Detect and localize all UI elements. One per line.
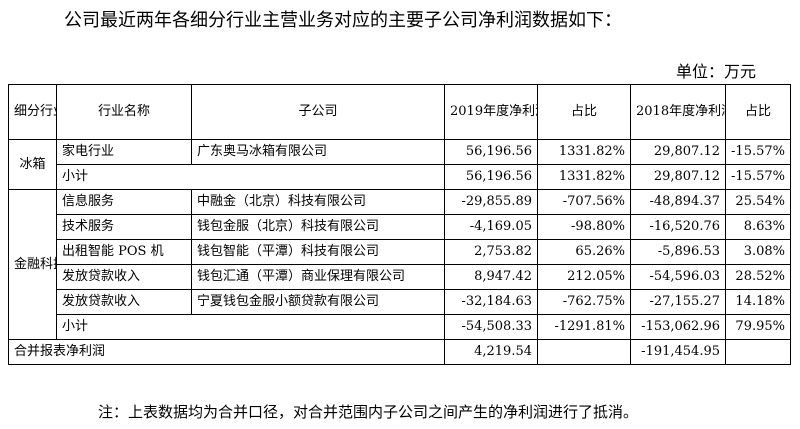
total-ratio2019-empty	[537, 339, 631, 365]
header-segment: 细分行业	[8, 84, 57, 140]
footnote: 注：上表数据均为合并口径，对合并范围内子公司之间产生的净利润进行了抵消。	[98, 403, 639, 421]
ratio2018-cell: 79.95%	[725, 314, 791, 340]
ratio2019-cell: 1331.82%	[537, 139, 631, 165]
total-row: 合并报表净利润 4,219.54 -191,454.95	[8, 339, 791, 365]
industry-cell: 发放贷款收入	[56, 289, 192, 315]
segment-cell: 金融科技服务	[8, 189, 57, 340]
header-row: 细分行业 行业名称 子公司 2019年度净利润 占比 2018年度净利润 占比	[8, 84, 791, 140]
np2019-cell: -4,169.05	[444, 214, 538, 240]
ratio2018-cell: -15.57%	[725, 139, 791, 165]
total-np2019: 4,219.54	[444, 339, 538, 365]
total-label: 合并报表净利润	[8, 339, 445, 365]
np2018-cell: 29,807.12	[630, 139, 726, 165]
subtotal-row: 小计 56,196.56 1331.82% 29,807.12 -15.57%	[9, 164, 791, 190]
table-row: 发放贷款收入 钱包汇通（平潭）商业保理有限公司 8,947.42 212.05%…	[9, 264, 791, 290]
subsidiary-cell: 钱包智能（平潭）科技有限公司	[191, 239, 445, 265]
unit-label: 单位：万元	[675, 62, 756, 81]
industry-cell: 信息服务	[56, 189, 192, 215]
header-ratio2019: 占比	[537, 84, 631, 140]
ratio2019-cell: -707.56%	[537, 189, 631, 215]
ratio2019-cell: 1331.82%	[537, 164, 631, 190]
header-ratio2018: 占比	[725, 84, 791, 140]
header-np2018: 2018年度净利润	[630, 84, 726, 140]
np2019-cell: 2,753.82	[444, 239, 538, 265]
np2019-cell: 56,196.56	[444, 164, 538, 190]
table-row: 出租智能 POS 机 钱包智能（平潭）科技有限公司 2,753.82 65.26…	[9, 239, 791, 265]
industry-cell: 出租智能 POS 机	[56, 239, 192, 265]
total-ratio2018-empty	[725, 339, 791, 365]
np2018-cell: -5,896.53	[630, 239, 726, 265]
table-row: 冰箱 家电行业 广东奥马冰箱有限公司 56,196.56 1331.82% 29…	[8, 139, 791, 190]
subsidiary-cell: 广东奥马冰箱有限公司	[191, 139, 445, 165]
np2018-cell: -16,520.76	[630, 214, 726, 240]
header-np2019: 2019年度净利润	[444, 84, 538, 140]
subtotal-row: 小计 -54,508.33 -1291.81% -153,062.96 79.9…	[9, 314, 791, 340]
np2018-cell: 29,807.12	[630, 164, 726, 190]
np2019-cell: -54,508.33	[444, 314, 538, 340]
ratio2019-cell: 212.05%	[537, 264, 631, 290]
subsidiary-cell: 宁夏钱包金服小额贷款有限公司	[191, 289, 445, 315]
ratio2018-cell: 25.54%	[725, 189, 791, 215]
intro-text: 公司最近两年各细分行业主营业务对应的主要子公司净利润数据如下：	[64, 10, 622, 31]
ratio2018-cell: 3.08%	[725, 239, 791, 265]
ratio2019-cell: -98.80%	[537, 214, 631, 240]
np2018-cell: -27,155.27	[630, 289, 726, 315]
ratio2019-cell: -1291.81%	[537, 314, 631, 340]
np2019-cell: 56,196.56	[444, 139, 538, 165]
table-row: 发放贷款收入 宁夏钱包金服小额贷款有限公司 -32,184.63 -762.75…	[9, 289, 791, 315]
subtotal-label: 小计	[56, 164, 445, 190]
subsidiary-cell: 钱包汇通（平潭）商业保理有限公司	[191, 264, 445, 290]
np2019-cell: -29,855.89	[444, 189, 538, 215]
ratio2018-cell: 8.63%	[725, 214, 791, 240]
np2018-cell: -153,062.96	[630, 314, 726, 340]
header-industry: 行业名称	[56, 84, 192, 140]
np2018-cell: -54,596.03	[630, 264, 726, 290]
subtotal-label: 小计	[56, 314, 445, 340]
ratio2018-cell: 28.52%	[725, 264, 791, 290]
industry-cell: 发放贷款收入	[56, 264, 192, 290]
subsidiary-cell: 中融金（北京）科技有限公司	[191, 189, 445, 215]
net-profit-table: 细分行业 行业名称 子公司 2019年度净利润 占比 2018年度净利润 占比 …	[8, 84, 791, 365]
header-subsidiary: 子公司	[191, 84, 445, 140]
np2018-cell: -48,894.37	[630, 189, 726, 215]
np2019-cell: -32,184.63	[444, 289, 538, 315]
np2019-cell: 8,947.42	[444, 264, 538, 290]
ratio2018-cell: -15.57%	[725, 164, 791, 190]
subsidiary-cell: 钱包金服（北京）科技有限公司	[191, 214, 445, 240]
ratio2019-cell: -762.75%	[537, 289, 631, 315]
table-row: 技术服务 钱包金服（北京）科技有限公司 -4,169.05 -98.80% -1…	[9, 214, 791, 240]
industry-cell: 技术服务	[56, 214, 192, 240]
ratio2018-cell: 14.18%	[725, 289, 791, 315]
industry-cell: 家电行业	[56, 139, 192, 165]
total-np2018: -191,454.95	[630, 339, 726, 365]
table-row: 金融科技服务 信息服务 中融金（北京）科技有限公司 -29,855.89 -70…	[8, 189, 791, 340]
segment-cell: 冰箱	[8, 139, 57, 190]
ratio2019-cell: 65.26%	[537, 239, 631, 265]
